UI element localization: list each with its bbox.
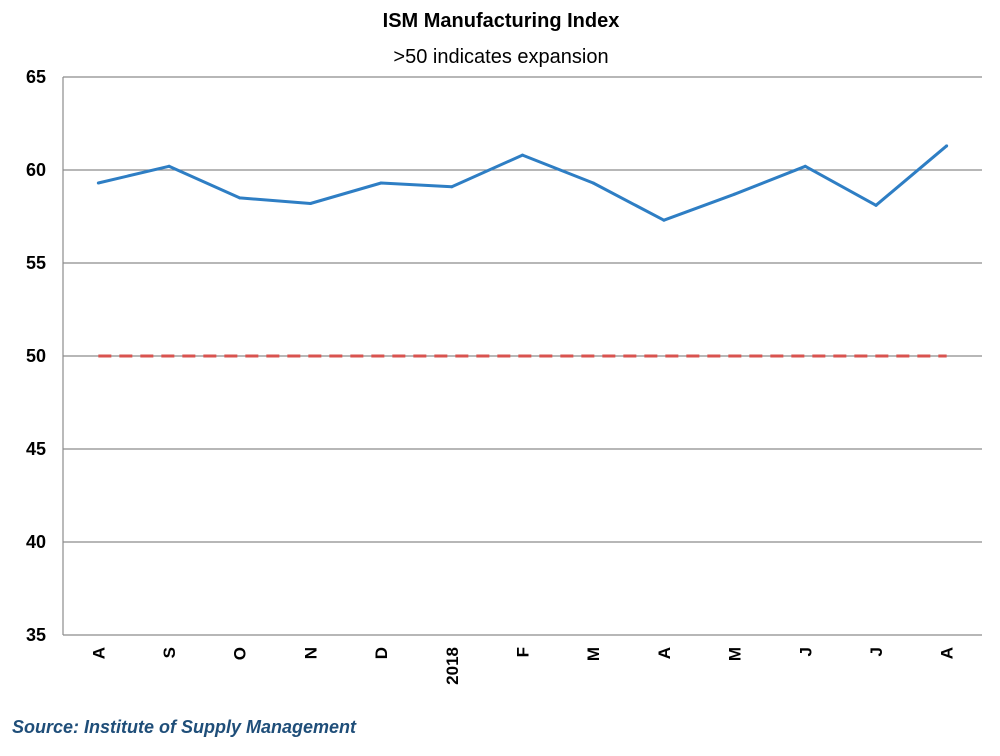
x-tick-label: F <box>514 647 533 657</box>
x-tick-label: J <box>796 647 815 656</box>
data-point <box>167 164 171 168</box>
series-line <box>97 144 948 222</box>
data-point <box>450 185 454 189</box>
y-tick-label: 65 <box>26 67 46 87</box>
x-tick-label: O <box>231 647 250 660</box>
data-point <box>96 181 100 185</box>
x-tick-label: D <box>372 647 391 659</box>
data-point <box>308 201 312 205</box>
x-tick-label: A <box>655 647 674 659</box>
x-tick-label: M <box>584 647 603 661</box>
data-point <box>521 153 524 157</box>
y-axis-ticks: 35 40 45 50 55 60 65 <box>26 67 46 645</box>
axes <box>62 76 982 636</box>
data-point <box>591 181 595 185</box>
x-tick-label: A <box>89 647 108 659</box>
data-point <box>874 203 878 207</box>
x-axis-ticks: A S O N D 2018 F M A M J J A <box>89 647 956 685</box>
x-tick-label: N <box>301 647 320 659</box>
y-tick-label: 45 <box>26 439 46 459</box>
source-note: Source: Institute of Supply Management <box>12 717 357 737</box>
x-tick-label: S <box>160 647 179 658</box>
data-point <box>379 181 383 185</box>
data-point <box>945 144 949 148</box>
y-tick-label: 50 <box>26 346 46 366</box>
data-point <box>803 164 807 168</box>
x-tick-label: 2018 <box>443 647 462 685</box>
data-point <box>662 218 666 222</box>
y-tick-label: 60 <box>26 160 46 180</box>
chart-subtitle: >50 indicates expansion <box>393 46 608 68</box>
series-group <box>96 144 949 222</box>
data-point <box>238 196 242 200</box>
y-tick-label: 55 <box>26 253 46 273</box>
x-tick-label: A <box>938 647 957 659</box>
x-tick-label: J <box>867 647 886 656</box>
data-point <box>733 192 737 196</box>
chart-title: ISM Manufacturing Index <box>383 10 620 32</box>
x-tick-label: M <box>726 647 745 661</box>
y-tick-label: 40 <box>26 532 46 552</box>
y-tick-label: 35 <box>26 625 46 645</box>
